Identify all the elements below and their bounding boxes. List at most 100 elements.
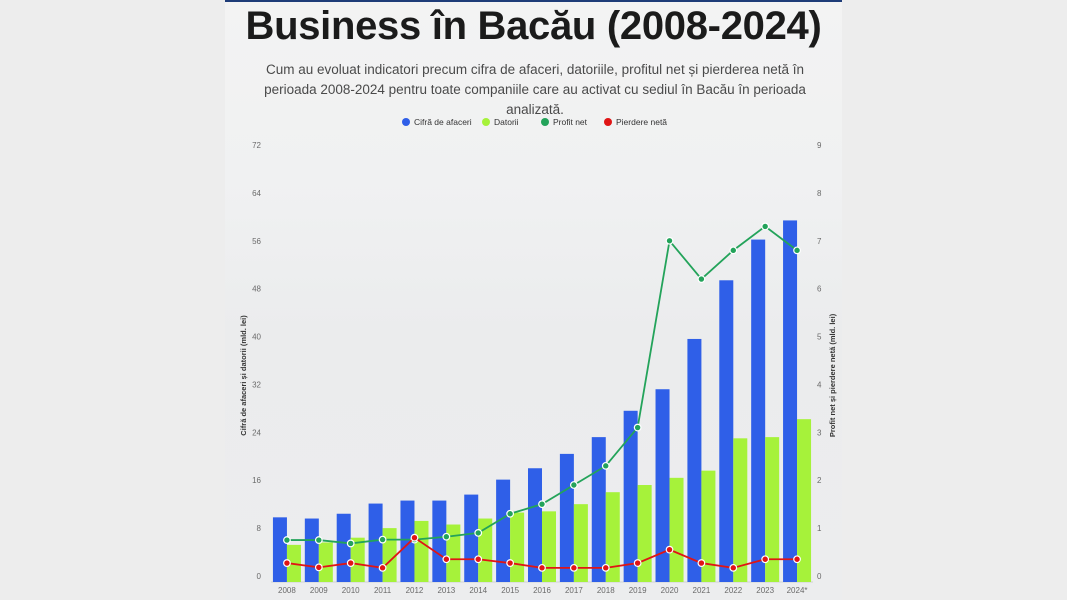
point-pierdere-neta	[538, 563, 546, 572]
point-profit-net	[569, 481, 578, 489]
x-tick-label: 2018	[597, 586, 615, 595]
left-tick-label: 16	[252, 476, 261, 485]
bar-cifra-de-afaceri	[559, 453, 574, 582]
point-pierdere-neta	[729, 563, 738, 572]
left-tick-label: 64	[252, 189, 261, 198]
point-pierdere-neta	[569, 563, 578, 572]
bar-cifra-de-afaceri	[591, 437, 606, 582]
x-tick-label: 2013	[437, 586, 455, 595]
point-profit-net	[442, 532, 451, 541]
point-pierdere-neta	[601, 563, 610, 572]
right-tick-label: 6	[817, 285, 822, 294]
right-tick-label: 1	[817, 524, 822, 533]
page-title: Business în Bacău (2008-2024)	[245, 4, 822, 48]
point-pierdere-neta	[697, 559, 706, 567]
bar-datorii	[510, 512, 525, 582]
x-tick-label: 2019	[629, 586, 647, 595]
bar-datorii	[637, 485, 652, 582]
right-tick-label: 9	[817, 141, 822, 150]
point-pierdere-neta	[761, 555, 770, 564]
bar-cifra-de-afaceri	[432, 500, 447, 582]
bar-datorii	[765, 437, 780, 582]
right-axis-label: Profit net și pierdere netă (mld. lei)	[828, 313, 837, 437]
point-pierdere-neta	[314, 563, 323, 572]
infographic-panel: Business în Bacău (2008-2024) Cum au evo…	[225, 0, 842, 600]
right-tick-label: 2	[817, 476, 822, 485]
point-pierdere-neta	[410, 533, 419, 542]
bar-cifra-de-afaceri	[719, 280, 734, 582]
bar-cifra-de-afaceri	[528, 468, 542, 582]
x-tick-label: 2012	[406, 586, 424, 595]
bar-datorii	[701, 470, 716, 582]
point-pierdere-neta	[442, 555, 451, 564]
bar-datorii	[382, 528, 397, 582]
bar-cifra-de-afaceri	[400, 500, 415, 582]
point-profit-net	[346, 539, 355, 548]
bar-cifra-de-afaceri	[496, 479, 511, 582]
point-profit-net	[793, 246, 801, 255]
point-pierdere-neta	[474, 555, 483, 564]
bar-cifra-de-afaceri	[751, 239, 766, 582]
point-pierdere-neta	[283, 559, 291, 567]
left-tick-label: 8	[257, 524, 262, 533]
bar-datorii	[733, 438, 748, 582]
point-pierdere-neta	[346, 559, 355, 567]
x-tick-label: 2010	[342, 586, 360, 595]
point-pierdere-neta	[633, 559, 642, 567]
left-tick-label: 40	[252, 333, 261, 342]
x-tick-label: 2017	[565, 586, 583, 595]
right-tick-label: 0	[817, 572, 822, 581]
bar-cifra-de-afaceri	[304, 518, 319, 582]
point-pierdere-neta	[506, 559, 515, 567]
legend-marker-1	[402, 118, 410, 126]
legend-marker-2	[482, 118, 490, 126]
x-tick-label: 2015	[501, 586, 519, 595]
bar-cifra-de-afaceri	[336, 513, 351, 582]
point-profit-net	[697, 275, 706, 283]
page-subtitle: Cum au evoluat indicatori precum cifra d…	[264, 62, 806, 117]
x-tick-label: 2024*	[787, 586, 808, 595]
x-tick-label: 2023	[756, 586, 774, 595]
right-tick-label: 5	[817, 333, 822, 342]
left-tick-label: 48	[252, 285, 261, 294]
left-tick-label: 24	[252, 428, 261, 437]
bar-datorii	[414, 520, 429, 582]
point-profit-net	[474, 529, 483, 537]
bar-datorii	[605, 492, 620, 582]
x-tick-label: 2009	[310, 586, 328, 595]
x-tick-label: 2011	[374, 586, 392, 595]
bar-cifra-de-afaceri	[368, 503, 383, 582]
point-profit-net	[378, 535, 387, 544]
left-tick-label: 0	[257, 572, 262, 581]
point-profit-net	[729, 246, 738, 255]
top-accent-line	[225, 0, 842, 2]
point-profit-net	[314, 536, 323, 544]
x-tick-label: 2022	[724, 586, 742, 595]
point-profit-net	[665, 236, 674, 245]
x-tick-label: 2008	[278, 586, 296, 595]
left-tick-label: 72	[252, 141, 261, 150]
x-tick-label: 2016	[533, 586, 551, 595]
bar-datorii	[573, 504, 588, 582]
left-tick-label: 56	[252, 237, 261, 246]
bar-datorii	[542, 511, 556, 582]
bar-cifra-de-afaceri	[464, 494, 479, 582]
legend-label-2: Datorii	[494, 117, 519, 127]
left-axis-label: Cifră de afaceri și datorii (mld. lei)	[239, 315, 248, 436]
right-tick-label: 8	[817, 189, 822, 198]
right-tick-label: 4	[817, 380, 822, 389]
bar-datorii	[318, 542, 333, 582]
bar-datorii	[446, 524, 461, 582]
bar-datorii	[350, 537, 365, 582]
bar-cifra-de-afaceri	[687, 338, 702, 582]
point-profit-net	[601, 461, 610, 470]
legend-label-3: Profit net	[553, 117, 588, 127]
point-profit-net	[761, 222, 770, 231]
point-pierdere-neta	[793, 555, 801, 564]
point-profit-net	[283, 536, 291, 544]
legend-label-4: Pierdere netă	[616, 117, 667, 127]
point-profit-net	[633, 423, 642, 432]
left-tick-label: 32	[252, 380, 261, 389]
right-tick-label: 3	[817, 428, 822, 437]
bar-datorii	[797, 419, 812, 582]
